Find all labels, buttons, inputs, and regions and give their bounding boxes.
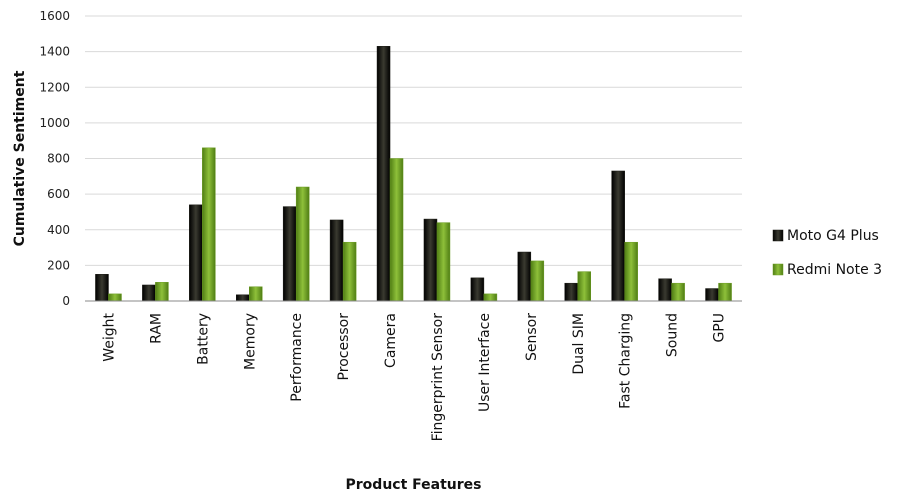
y-tick-label: 1400 [39,45,70,59]
x-axis-title: Product Features [346,477,482,493]
y-axis-title: Cumulative Sentiment [12,70,28,246]
legend-label: Moto G4 Plus [787,228,879,244]
bar-redmi-note-3-weight [108,293,122,302]
bar-moto-g4-plus-dual-sim [564,282,578,302]
legend-label: Redmi Note 3 [787,262,882,278]
bar-moto-g4-plus-sensor [517,251,532,302]
y-tick-label: 1200 [39,80,70,94]
bar-redmi-note-3-user-interface [483,293,498,302]
y-tick-label: 200 [47,258,70,272]
y-tick-label: 400 [47,223,70,237]
y-tick-label: 1600 [39,9,70,23]
x-category-label: GPU [712,313,728,343]
bar-moto-g4-plus-processor [329,219,344,302]
bar-moto-g4-plus-camera [376,46,391,302]
x-category-label: Sound [665,313,681,357]
bar-redmi-note-3-camera [389,158,404,302]
x-category-label: Dual SIM [571,313,587,375]
y-tick-label: 600 [47,187,70,201]
bar-redmi-note-3-processor [342,241,357,302]
x-category-label: Performance [289,313,305,402]
bar-redmi-note-3-dual-sim [577,271,591,302]
legend: Moto G4 Plus Redmi Note 3 [772,228,882,278]
x-category-label: Weight [101,312,117,361]
bar-redmi-note-3-fast-charging [624,241,638,302]
bar-moto-g4-plus-weight [95,274,109,302]
bar-moto-g4-plus-sound [658,278,672,302]
bar-redmi-note-3-memory [249,286,263,302]
bar-moto-g4-plus-memory [236,294,250,302]
bar-redmi-note-3-sound [671,282,685,302]
y-tick-label: 800 [47,152,70,166]
x-category-label: Processor [336,313,352,381]
y-tick-label: 1000 [39,116,70,130]
bar-moto-g4-plus-user-interface [470,277,485,302]
bar-moto-g4-plus-ram [142,284,156,302]
gridlines [85,15,742,266]
bars [95,46,732,302]
x-category-label: Battery [195,313,211,365]
x-category-label: Fast Charging [618,313,634,409]
x-category-label: Sensor [524,313,540,361]
x-category-label: Camera [383,313,399,368]
bar-redmi-note-3-gpu [718,282,732,302]
bar-redmi-note-3-performance [295,186,310,302]
x-category-label: Fingerprint Sensor [430,313,446,442]
bar-moto-g4-plus-gpu [705,288,719,302]
x-category-label: RAM [148,313,164,344]
bar-redmi-note-3-sensor [530,260,545,302]
bar-redmi-note-3-ram [155,282,169,302]
y-axis-tick-labels: 0 200 400 600 800 1000 1200 1400 1600 [39,9,70,308]
x-category-label: Memory [242,313,258,370]
bar-moto-g4-plus-fast-charging [611,170,625,302]
x-category-label: User Interface [477,313,493,412]
x-axis-category-labels: Weight RAM Battery Memory Performance Process… [101,312,727,441]
y-tick-label: 0 [62,294,70,308]
legend-swatch [772,263,784,276]
legend-swatch [772,229,784,242]
bar-moto-g4-plus-battery [189,204,203,302]
bar-moto-g4-plus-fingerprint-sensor [423,218,438,302]
bar-redmi-note-3-fingerprint-sensor [436,222,451,302]
bar-redmi-note-3-battery [202,147,216,302]
bar-moto-g4-plus-performance [282,206,297,302]
